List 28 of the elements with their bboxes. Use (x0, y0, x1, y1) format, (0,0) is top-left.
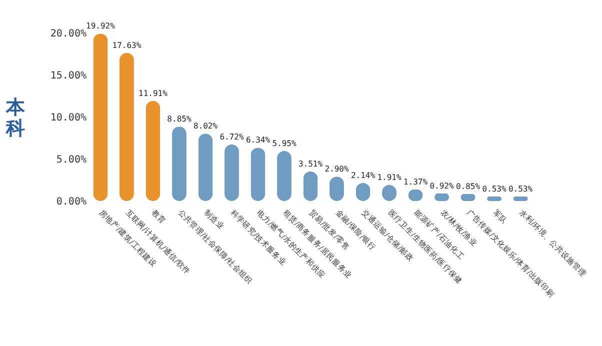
bar (120, 52, 134, 201)
bar (198, 134, 213, 201)
data-label: 5.95% (272, 139, 296, 148)
data-label: 17.63% (112, 40, 142, 50)
data-label: 8.02% (193, 122, 218, 131)
data-label: 1.91% (377, 172, 402, 182)
data-label: 19.92% (86, 22, 116, 31)
y-axis-title: 本科 (4, 96, 26, 140)
data-label: 0.53% (482, 184, 506, 194)
data-label: 2.14% (350, 171, 376, 180)
data-label: 0.92% (430, 181, 454, 190)
data-label: 6.72% (220, 132, 244, 142)
y-tick-label: 10.00% (50, 112, 86, 124)
data-label: 1.37% (403, 177, 428, 186)
data-label: 11.91% (138, 88, 168, 98)
data-label: 0.53% (508, 184, 533, 194)
data-label: 8.85% (167, 114, 192, 124)
data-label: 3.51% (298, 160, 323, 169)
y-tick-label: 20.00% (50, 28, 86, 40)
y-tick-label: 5.00% (56, 154, 86, 166)
y-tick-label: 15.00% (50, 70, 86, 82)
data-label: 0.85% (456, 182, 480, 191)
bar (250, 148, 266, 201)
data-label: 6.34% (246, 136, 270, 145)
data-label: 2.90% (324, 164, 349, 174)
bar (93, 34, 108, 201)
y-tick-label: 0.00% (56, 196, 86, 208)
bar (146, 100, 160, 201)
